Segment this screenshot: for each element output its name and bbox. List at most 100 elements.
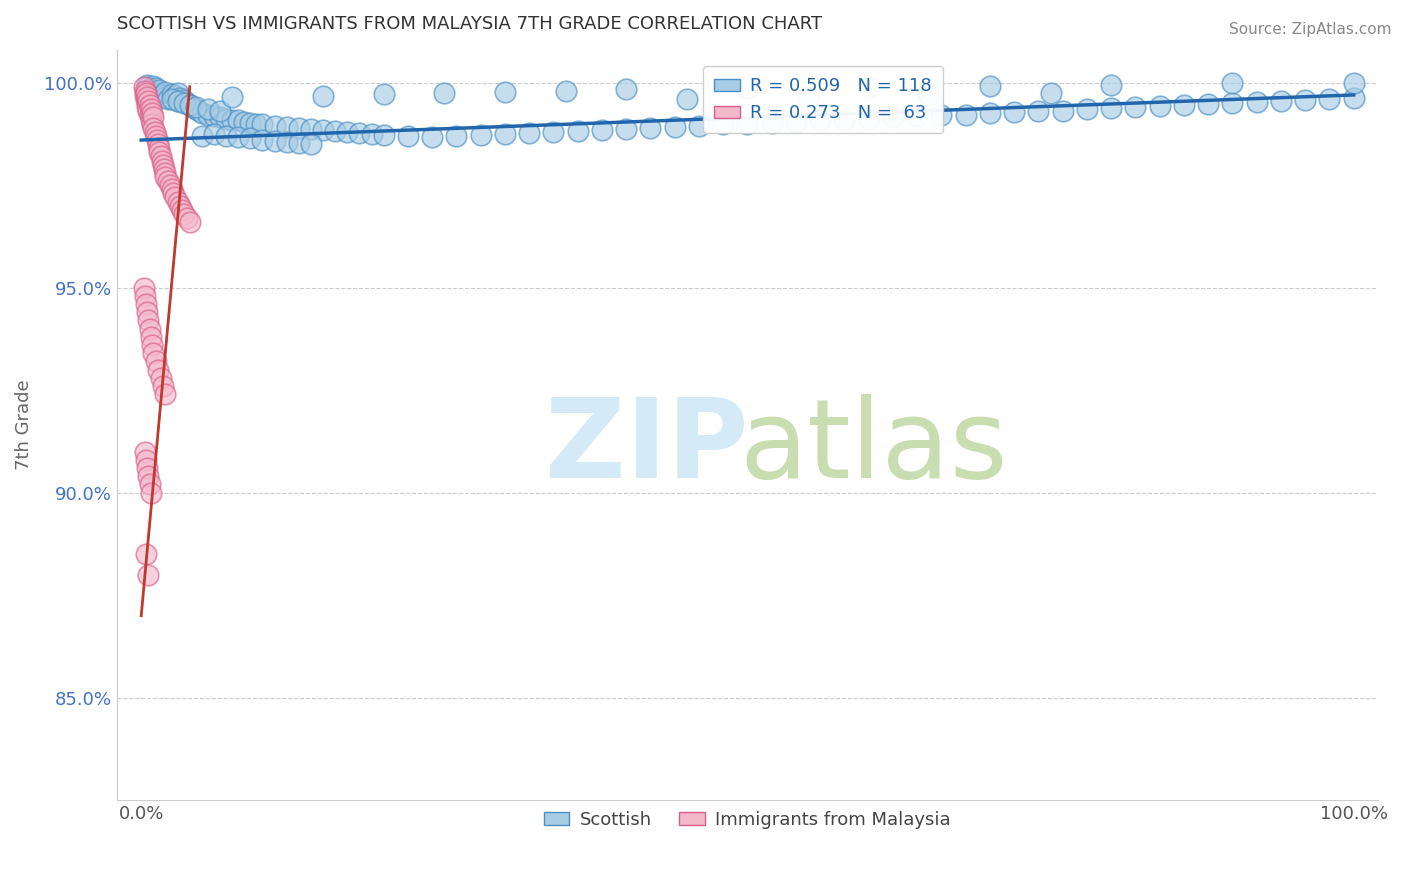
Point xyxy=(139,103,162,117)
Point xyxy=(1099,78,1122,92)
Point xyxy=(1343,91,1365,105)
Point xyxy=(149,371,172,385)
Point xyxy=(139,82,162,96)
Point xyxy=(323,124,346,138)
Point xyxy=(141,106,163,120)
Point xyxy=(148,137,170,152)
Point xyxy=(226,129,249,144)
Text: SCOTTISH VS IMMIGRANTS FROM MALAYSIA 7TH GRADE CORRELATION CHART: SCOTTISH VS IMMIGRANTS FROM MALAYSIA 7TH… xyxy=(117,15,823,33)
Point xyxy=(142,111,165,125)
Point xyxy=(138,477,160,491)
Point xyxy=(135,92,157,106)
Point xyxy=(173,207,195,221)
Point xyxy=(1173,98,1195,112)
Point xyxy=(136,461,159,475)
Point xyxy=(143,125,166,139)
Point xyxy=(134,87,156,102)
Point xyxy=(146,133,169,147)
Point xyxy=(139,112,162,127)
Point xyxy=(155,85,177,99)
Point xyxy=(1197,97,1219,112)
Point xyxy=(226,113,249,128)
Point xyxy=(517,126,540,140)
Point xyxy=(614,121,637,136)
Point xyxy=(373,87,395,102)
Point xyxy=(138,469,160,483)
Point xyxy=(918,87,941,102)
Point xyxy=(149,149,172,163)
Point xyxy=(142,78,165,93)
Point xyxy=(165,190,187,204)
Point xyxy=(184,100,207,114)
Point xyxy=(150,153,173,168)
Point xyxy=(761,116,783,130)
Point xyxy=(136,78,159,92)
Point xyxy=(173,96,195,111)
Point xyxy=(132,280,155,294)
Point xyxy=(373,128,395,142)
Point xyxy=(141,117,163,131)
Point xyxy=(858,112,880,126)
Point xyxy=(152,87,174,102)
Point xyxy=(737,80,759,95)
Point xyxy=(138,321,160,335)
Text: ZIP: ZIP xyxy=(546,394,748,501)
Point xyxy=(494,127,516,141)
Point xyxy=(138,94,160,108)
Point xyxy=(139,485,162,500)
Point xyxy=(148,362,170,376)
Point xyxy=(263,119,285,133)
Point xyxy=(148,141,170,155)
Point xyxy=(197,108,219,122)
Point xyxy=(135,547,157,561)
Point xyxy=(554,84,576,98)
Point xyxy=(664,120,686,134)
Point xyxy=(1039,86,1062,100)
Point xyxy=(155,169,177,184)
Point xyxy=(202,127,225,141)
Point xyxy=(134,289,156,303)
Point xyxy=(148,86,170,100)
Point xyxy=(1149,99,1171,113)
Point xyxy=(312,88,335,103)
Point xyxy=(136,90,159,104)
Point xyxy=(159,178,181,193)
Point xyxy=(136,305,159,319)
Point xyxy=(181,100,204,114)
Point xyxy=(737,117,759,131)
Point xyxy=(905,109,928,123)
Point xyxy=(202,109,225,123)
Y-axis label: 7th Grade: 7th Grade xyxy=(15,380,32,470)
Point xyxy=(148,145,170,160)
Point xyxy=(979,78,1001,93)
Point xyxy=(173,93,195,107)
Point xyxy=(288,136,311,151)
Point xyxy=(1294,93,1316,107)
Point xyxy=(221,90,243,104)
Point xyxy=(263,134,285,148)
Point xyxy=(179,98,201,112)
Point xyxy=(1052,103,1074,118)
Point xyxy=(155,166,177,180)
Point xyxy=(640,120,662,135)
Point xyxy=(288,120,311,135)
Point xyxy=(208,111,231,125)
Text: Source: ZipAtlas.com: Source: ZipAtlas.com xyxy=(1229,22,1392,37)
Point xyxy=(299,121,322,136)
Point xyxy=(276,120,298,134)
Point xyxy=(208,104,231,119)
Point xyxy=(138,567,160,582)
Point xyxy=(162,186,184,201)
Point xyxy=(233,114,256,128)
Point xyxy=(172,202,194,217)
Point xyxy=(165,88,187,103)
Point xyxy=(155,387,177,401)
Point xyxy=(360,127,382,141)
Point xyxy=(169,199,191,213)
Point xyxy=(312,123,335,137)
Point xyxy=(136,100,159,114)
Point xyxy=(858,79,880,94)
Point xyxy=(156,174,179,188)
Point xyxy=(591,123,613,137)
Point xyxy=(1028,104,1050,119)
